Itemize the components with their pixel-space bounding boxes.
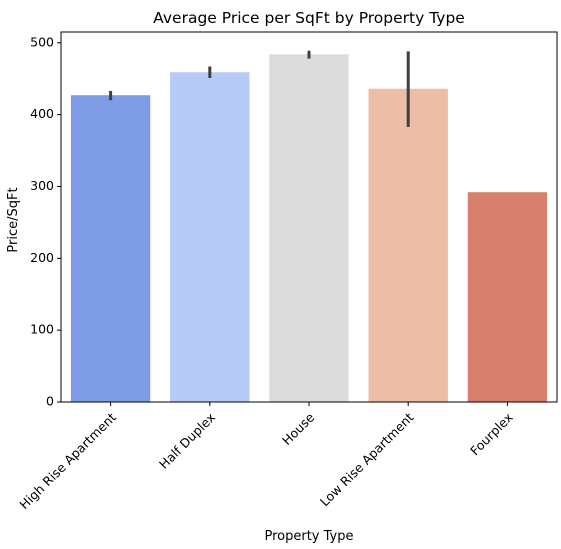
x-tick-label: High Rise Apartment — [16, 410, 119, 513]
bar-house — [269, 54, 349, 402]
x-axis-label: Property Type — [264, 529, 353, 544]
y-tick-label: 200 — [30, 250, 54, 265]
bar-low-rise-apartment — [368, 88, 448, 403]
y-tick-label: 500 — [30, 34, 54, 49]
x-tick-label: House — [279, 409, 318, 448]
bar-fourplex — [467, 192, 548, 402]
plot-area: High Rise Apartment Half Duplex House Low R… — [16, 31, 558, 513]
y-tick-label: 0 — [46, 394, 54, 409]
x-tick-label: Fourplex — [467, 410, 516, 459]
axes-frame — [60, 31, 558, 403]
bar-half-duplex — [170, 72, 250, 403]
x-tick-label: Low Rise Apartment — [317, 410, 417, 510]
x-tick-label: Half Duplex — [156, 410, 218, 472]
chart-title: Average Price per SqFt by Property Type — [153, 9, 465, 27]
y-tick-label: 100 — [30, 322, 54, 337]
y-axis-label: Price/SqFt — [6, 187, 21, 252]
y-tick-label: 400 — [30, 106, 54, 121]
y-tick-label: 300 — [30, 178, 54, 193]
bar-high-rise-apartment — [70, 95, 151, 402]
